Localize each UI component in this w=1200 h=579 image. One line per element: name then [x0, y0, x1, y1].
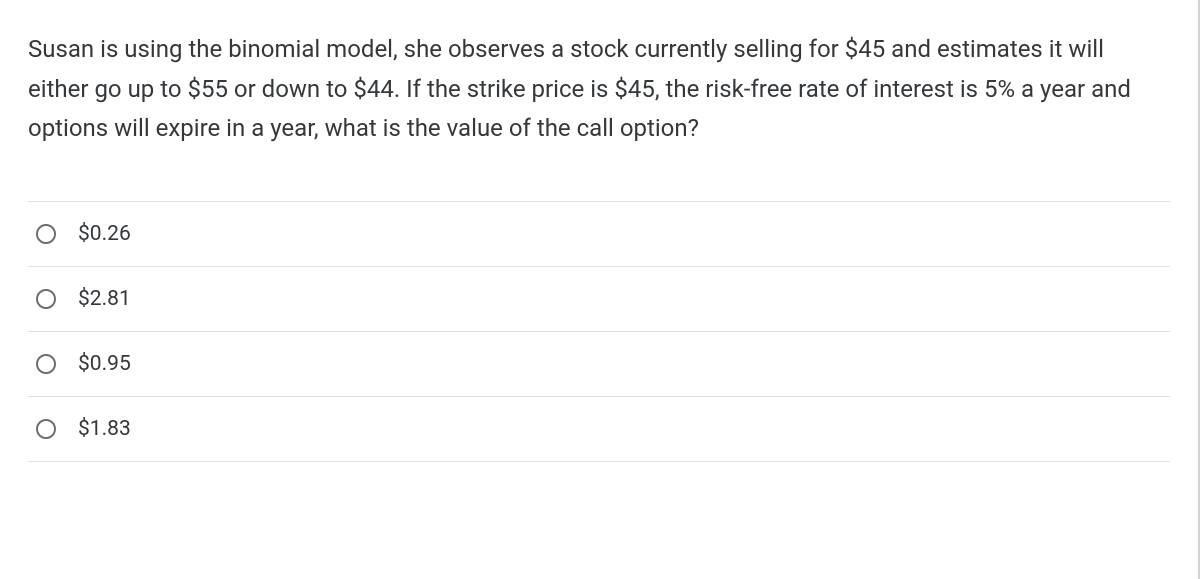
- radio-icon[interactable]: [36, 289, 56, 309]
- option-row[interactable]: $1.83: [28, 396, 1170, 462]
- option-row[interactable]: $2.81: [28, 266, 1170, 331]
- radio-icon[interactable]: [36, 419, 56, 439]
- radio-icon[interactable]: [36, 224, 56, 244]
- option-label: $0.26: [78, 222, 131, 246]
- option-label: $1.83: [78, 417, 131, 441]
- question-container: Susan is using the binomial model, she o…: [0, 0, 1200, 579]
- options-list: $0.26 $2.81 $0.95 $1.83: [28, 201, 1170, 462]
- question-text: Susan is using the binomial model, she o…: [28, 30, 1170, 149]
- option-row[interactable]: $0.26: [28, 201, 1170, 266]
- option-row[interactable]: $0.95: [28, 331, 1170, 396]
- option-label: $0.95: [78, 352, 131, 376]
- radio-icon[interactable]: [36, 354, 56, 374]
- option-label: $2.81: [78, 287, 131, 311]
